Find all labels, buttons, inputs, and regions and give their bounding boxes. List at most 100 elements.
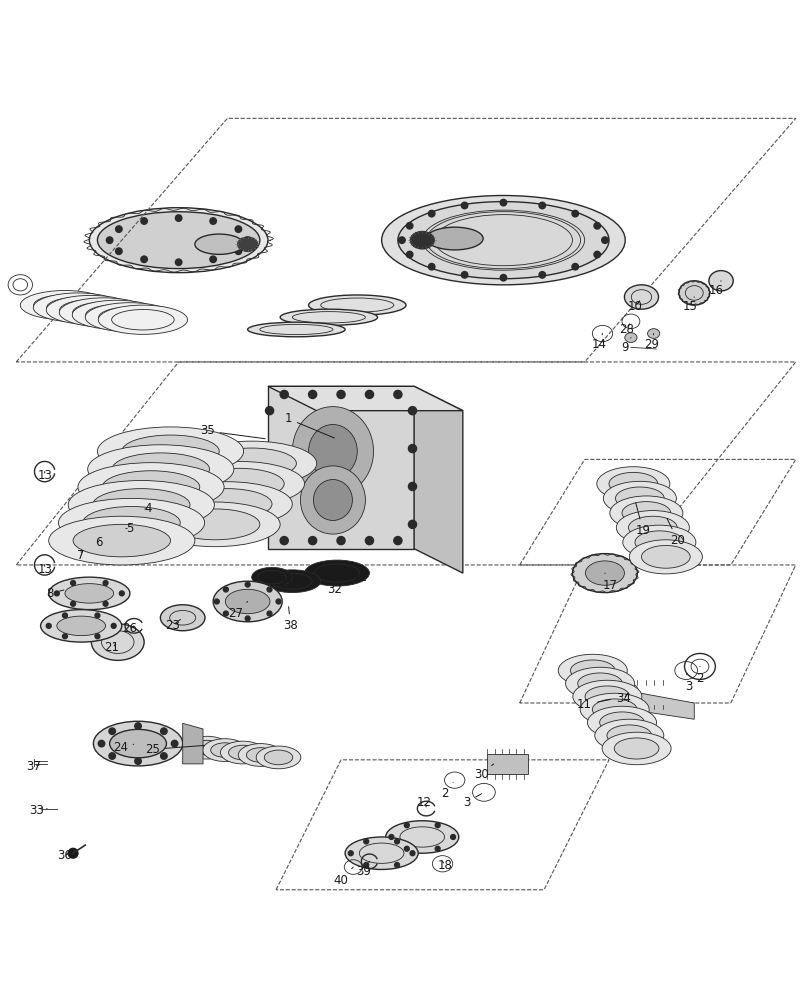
- Ellipse shape: [622, 525, 695, 559]
- Ellipse shape: [109, 729, 166, 758]
- Ellipse shape: [426, 227, 483, 250]
- Circle shape: [388, 835, 393, 839]
- Ellipse shape: [212, 581, 281, 622]
- Circle shape: [265, 407, 273, 415]
- Circle shape: [461, 202, 467, 209]
- Text: 29: 29: [643, 334, 658, 351]
- Text: 12: 12: [416, 796, 431, 809]
- Ellipse shape: [641, 545, 689, 568]
- Text: 5: 5: [126, 522, 134, 535]
- Circle shape: [115, 226, 122, 232]
- Circle shape: [245, 616, 250, 621]
- Text: 6: 6: [95, 536, 103, 549]
- Ellipse shape: [573, 680, 641, 713]
- Circle shape: [267, 611, 272, 616]
- Circle shape: [337, 537, 345, 545]
- Ellipse shape: [246, 748, 274, 762]
- Circle shape: [408, 520, 416, 528]
- Circle shape: [115, 248, 122, 254]
- Ellipse shape: [88, 445, 234, 494]
- Circle shape: [461, 272, 467, 278]
- Ellipse shape: [586, 706, 655, 739]
- Ellipse shape: [591, 699, 636, 720]
- Ellipse shape: [238, 744, 282, 766]
- Text: 2: 2: [695, 666, 703, 685]
- Ellipse shape: [195, 234, 243, 254]
- Text: 23: 23: [165, 619, 180, 632]
- Ellipse shape: [255, 746, 300, 769]
- Text: 35: 35: [200, 424, 265, 439]
- Text: 11: 11: [577, 698, 610, 711]
- Circle shape: [398, 237, 405, 243]
- Circle shape: [62, 613, 67, 618]
- Ellipse shape: [182, 489, 272, 519]
- Ellipse shape: [91, 624, 144, 660]
- Ellipse shape: [207, 448, 296, 479]
- Text: 28: 28: [619, 323, 633, 336]
- Ellipse shape: [83, 506, 180, 539]
- Ellipse shape: [584, 686, 629, 707]
- Ellipse shape: [195, 468, 284, 499]
- Ellipse shape: [86, 305, 148, 325]
- Ellipse shape: [308, 295, 406, 315]
- Ellipse shape: [65, 584, 114, 603]
- Ellipse shape: [97, 427, 243, 476]
- Circle shape: [46, 623, 51, 628]
- Ellipse shape: [210, 743, 238, 757]
- Ellipse shape: [49, 577, 130, 610]
- Ellipse shape: [161, 605, 204, 631]
- Text: 1: 1: [284, 412, 334, 438]
- Circle shape: [175, 259, 182, 265]
- Ellipse shape: [577, 673, 622, 694]
- Circle shape: [223, 587, 228, 592]
- Text: 26: 26: [122, 622, 137, 635]
- Circle shape: [111, 623, 116, 628]
- Ellipse shape: [47, 297, 109, 318]
- Text: 18: 18: [437, 859, 452, 872]
- Ellipse shape: [102, 471, 200, 503]
- Ellipse shape: [150, 502, 280, 547]
- Circle shape: [404, 823, 409, 828]
- Ellipse shape: [59, 298, 148, 327]
- Text: 37: 37: [27, 760, 41, 773]
- Ellipse shape: [220, 741, 264, 764]
- Ellipse shape: [73, 524, 170, 557]
- Circle shape: [119, 591, 124, 596]
- Circle shape: [365, 537, 373, 545]
- Circle shape: [428, 263, 435, 270]
- Ellipse shape: [646, 329, 659, 338]
- FancyBboxPatch shape: [268, 386, 414, 549]
- Ellipse shape: [629, 540, 702, 574]
- Ellipse shape: [57, 616, 105, 636]
- Circle shape: [235, 226, 242, 232]
- Text: 19: 19: [635, 503, 650, 537]
- Ellipse shape: [73, 302, 135, 323]
- Ellipse shape: [41, 610, 122, 642]
- Ellipse shape: [385, 821, 458, 853]
- Ellipse shape: [46, 295, 135, 325]
- Circle shape: [68, 848, 78, 858]
- Text: 36: 36: [58, 849, 72, 862]
- Text: 16: 16: [708, 281, 723, 297]
- Ellipse shape: [621, 502, 670, 524]
- Circle shape: [265, 520, 273, 528]
- Ellipse shape: [93, 721, 182, 766]
- Ellipse shape: [58, 498, 204, 547]
- Circle shape: [235, 248, 242, 254]
- Text: 21: 21: [105, 641, 119, 654]
- Circle shape: [209, 218, 216, 224]
- Ellipse shape: [624, 333, 636, 342]
- Ellipse shape: [187, 441, 316, 486]
- Text: 3: 3: [462, 794, 481, 809]
- Ellipse shape: [20, 291, 109, 320]
- FancyBboxPatch shape: [487, 754, 527, 774]
- Ellipse shape: [68, 481, 214, 529]
- Text: 3: 3: [684, 673, 692, 693]
- Ellipse shape: [225, 589, 269, 614]
- Ellipse shape: [122, 435, 219, 468]
- Ellipse shape: [304, 560, 369, 586]
- Circle shape: [62, 634, 67, 639]
- Ellipse shape: [111, 310, 174, 330]
- Text: 2: 2: [440, 782, 453, 800]
- Circle shape: [406, 223, 413, 229]
